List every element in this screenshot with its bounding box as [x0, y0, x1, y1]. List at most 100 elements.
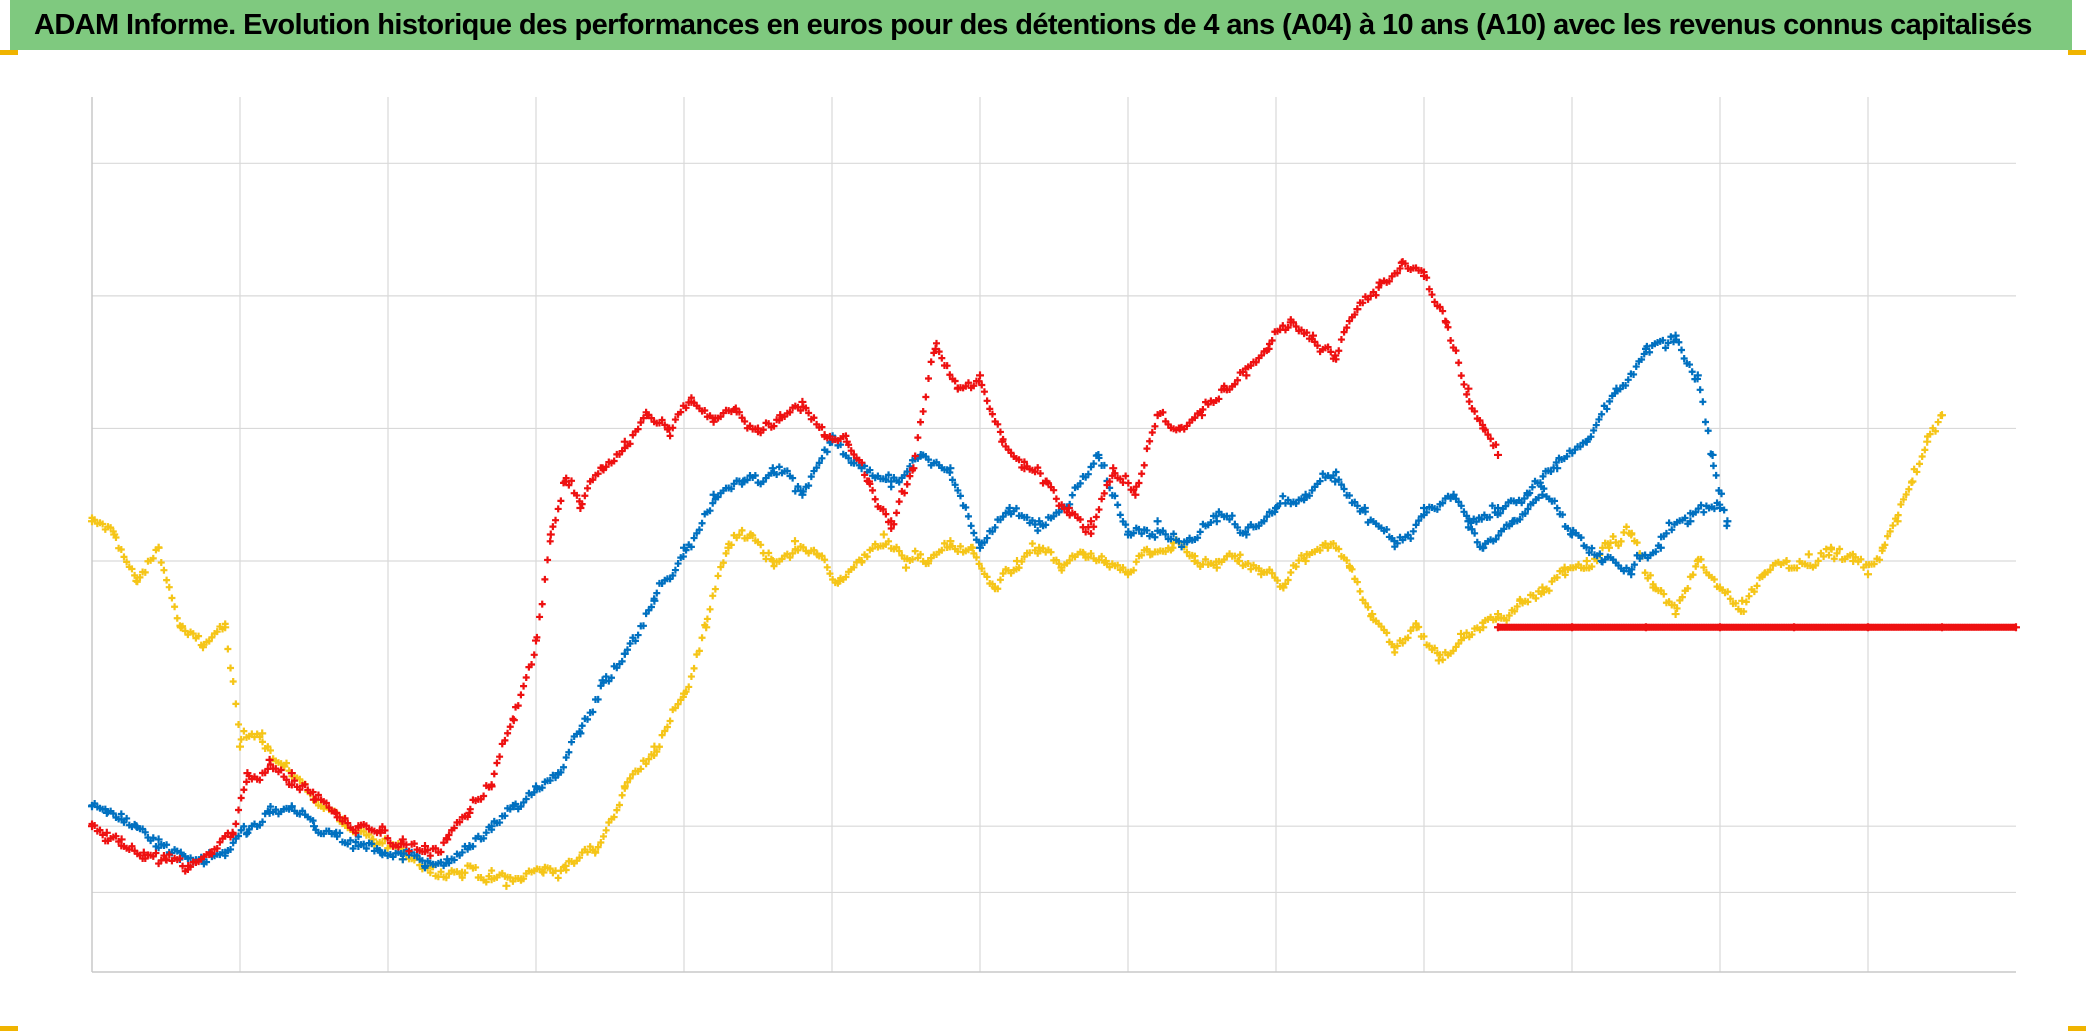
scatter-marker [1595, 415, 1603, 423]
scatter-marker [1359, 299, 1367, 307]
scatter-marker [1460, 508, 1468, 516]
data-point [102, 828, 111, 837]
scatter-marker [1356, 587, 1364, 595]
scatter-marker [1452, 347, 1460, 355]
scatter-marker [1335, 347, 1343, 355]
corner-mark-top-right [2068, 50, 2086, 55]
scatter-marker [1545, 587, 1553, 595]
scatter-marker [1472, 518, 1480, 526]
data-point [1738, 596, 1747, 605]
scatter-marker [751, 471, 759, 479]
scatter-marker [1228, 512, 1236, 520]
scatter-marker [1351, 311, 1359, 319]
scatter-marker [488, 826, 496, 834]
scatter-marker [1684, 520, 1692, 528]
scatter-marker [562, 753, 570, 761]
scatter-marker [405, 847, 413, 855]
scatter-marker [480, 834, 488, 842]
scatter-marker [1132, 558, 1140, 566]
scatter-marker [674, 560, 682, 568]
scatter-marker [240, 786, 248, 794]
scatter-marker [152, 849, 160, 857]
scatter-marker [661, 727, 669, 735]
scatter-marker [666, 717, 674, 725]
scatter-marker [1167, 535, 1175, 543]
scatter-marker [964, 379, 972, 387]
scatter-marker [219, 625, 227, 633]
scatter-marker [1234, 376, 1242, 384]
scatter-marker [996, 576, 1004, 584]
scatter-marker [986, 405, 994, 413]
scatter-marker [1279, 492, 1287, 500]
scatter-marker [1231, 380, 1239, 388]
scatter-marker [1678, 593, 1686, 601]
scatter-marker [496, 819, 504, 827]
scatter-marker [650, 595, 658, 603]
scatter-marker [456, 818, 464, 826]
scatter-marker [967, 543, 975, 551]
scatter-marker [1412, 521, 1420, 529]
series-layer [88, 258, 2020, 890]
scatter-marker [962, 382, 970, 390]
scatter-marker [1252, 358, 1260, 366]
scatter-marker [1471, 529, 1479, 537]
scatter-marker [738, 414, 746, 422]
scatter-marker [618, 791, 626, 799]
scatter-marker [1297, 326, 1305, 334]
scatter-marker [1337, 336, 1345, 344]
scatter-marker [1095, 556, 1103, 564]
scatter-marker [229, 678, 237, 686]
scatter-marker [445, 831, 453, 839]
scatter-marker [1709, 462, 1717, 470]
scatter-marker [117, 545, 125, 553]
scatter-marker [1742, 598, 1750, 606]
scatter-marker [589, 708, 597, 716]
scatter-marker [1686, 361, 1694, 369]
scatter-marker [1178, 543, 1186, 551]
title-bar: ADAM Informe. Evolution historique des p… [10, 0, 2072, 50]
scatter-marker [999, 570, 1007, 578]
scatter-marker [695, 526, 703, 534]
scatter-marker [850, 563, 858, 571]
scatter-marker [975, 377, 983, 385]
scatter-marker [850, 451, 858, 459]
scatter-marker [1441, 317, 1449, 325]
scatter-marker [1287, 568, 1295, 576]
scatter-marker [1547, 468, 1555, 476]
scatter-marker [1393, 539, 1401, 547]
scatter-marker [637, 418, 645, 426]
scatter-marker [1050, 486, 1058, 494]
scatter-marker [1340, 485, 1348, 493]
scatter-marker [1567, 530, 1575, 538]
scatter-marker [858, 558, 866, 566]
scatter-marker [911, 452, 919, 460]
scatter-marker [1455, 359, 1463, 367]
scatter-marker [661, 421, 669, 429]
scatter-marker [1353, 578, 1361, 586]
scatter-marker [1329, 539, 1337, 547]
data-point [1005, 503, 1014, 512]
scatter-marker [490, 770, 498, 778]
scatter-marker [1664, 339, 1672, 347]
scatter-marker [472, 863, 480, 871]
scatter-marker [1388, 640, 1396, 648]
scatter-marker [117, 810, 125, 818]
scatter-marker [421, 864, 429, 872]
scatter-marker [221, 620, 229, 628]
scatter-marker [597, 838, 605, 846]
scatter-marker [1284, 496, 1292, 504]
scatter-marker [506, 723, 514, 731]
scatter-marker [1870, 560, 1878, 568]
scatter-marker [1135, 479, 1143, 487]
scatter-marker [240, 727, 248, 735]
scatter-marker [946, 469, 954, 477]
scatter-marker [1720, 506, 1728, 514]
scatter-marker [1423, 274, 1431, 282]
scatter-marker [1393, 642, 1401, 650]
scatter-marker [578, 500, 586, 508]
scatter-marker [887, 483, 895, 491]
scatter-marker [360, 827, 368, 835]
scatter-marker [682, 688, 690, 696]
scatter-marker [1857, 555, 1865, 563]
